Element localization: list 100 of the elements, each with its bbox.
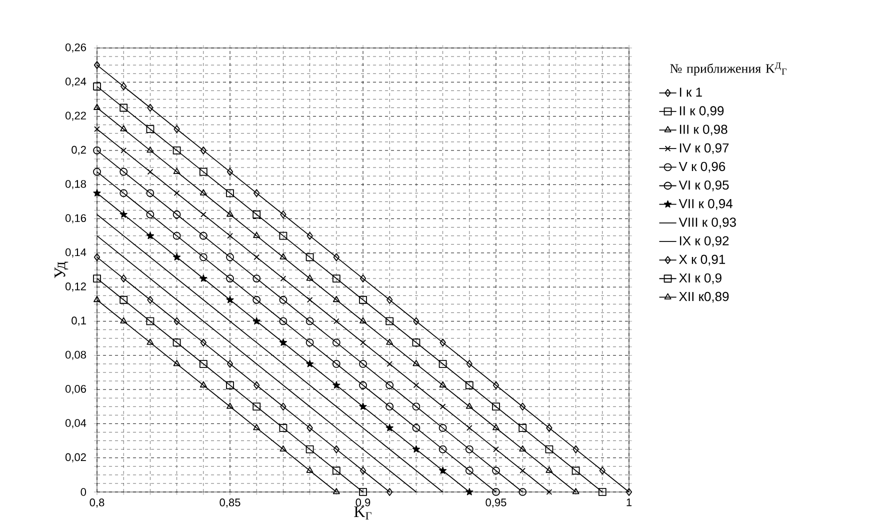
point (306, 360, 314, 368)
point (492, 424, 500, 430)
point (306, 232, 313, 240)
point (174, 317, 180, 326)
legend-label: I к 1 (680, 88, 702, 97)
point (172, 210, 181, 218)
point (412, 445, 420, 453)
y-tick-label: 0,02 (65, 453, 86, 462)
point (279, 338, 287, 346)
point (199, 360, 208, 368)
legend-label: VII к 0,94 (678, 199, 733, 210)
point (466, 402, 473, 409)
point (227, 232, 233, 239)
point (94, 61, 100, 70)
point (332, 488, 340, 494)
point (360, 340, 366, 346)
point (518, 424, 527, 432)
point (93, 146, 101, 154)
point (280, 276, 286, 282)
point (359, 360, 367, 368)
point (226, 210, 234, 217)
point (386, 488, 393, 496)
point (279, 296, 288, 304)
point (332, 360, 340, 368)
point (598, 488, 606, 496)
point (93, 274, 101, 282)
point (359, 402, 367, 410)
point (386, 424, 394, 432)
point (174, 190, 180, 196)
point (386, 402, 394, 411)
point (306, 424, 313, 432)
point (438, 445, 447, 454)
point (252, 296, 261, 304)
point (306, 445, 314, 454)
y-tick-label: 0,24 (65, 78, 86, 87)
point (199, 168, 208, 176)
point (492, 381, 500, 390)
point (440, 404, 446, 410)
point (360, 466, 366, 475)
point (572, 488, 580, 494)
point (466, 425, 472, 431)
point (226, 402, 234, 409)
point (280, 253, 287, 260)
point (199, 232, 208, 240)
point (120, 189, 128, 198)
point (93, 82, 101, 90)
point (254, 254, 260, 260)
point (492, 402, 500, 411)
y-tick-label: 0,14 (65, 248, 86, 258)
point (493, 446, 499, 452)
point (254, 381, 260, 390)
point (94, 104, 100, 110)
point (306, 338, 314, 347)
point (252, 274, 261, 282)
point (200, 338, 206, 347)
point (386, 381, 394, 390)
point (200, 274, 208, 282)
point (439, 466, 447, 474)
y-tick-label: 0,12 (65, 282, 86, 292)
point (626, 488, 632, 496)
legend-label: X к 0,91 (679, 254, 726, 266)
point (146, 317, 154, 326)
y-tick-label: 0,18 (65, 180, 86, 190)
point (173, 253, 181, 260)
point (173, 360, 180, 366)
x-tick-label: 0,9 (356, 498, 370, 508)
point (465, 445, 474, 454)
point (386, 296, 393, 304)
point (572, 445, 579, 454)
point (120, 296, 128, 304)
point (465, 381, 474, 390)
legend-label: XII к0,89 (679, 292, 729, 303)
point (412, 338, 420, 347)
point (200, 212, 206, 218)
point (333, 318, 340, 324)
point (360, 274, 366, 282)
point (120, 148, 127, 154)
point (93, 168, 101, 176)
point (412, 360, 420, 366)
point (226, 168, 234, 176)
y-axis-title: Уд (54, 262, 68, 278)
legend-label: IX к 0,92 (680, 236, 729, 247)
point (120, 82, 127, 90)
x-axis-title: K$_{Г}$ (354, 506, 372, 520)
point (332, 381, 340, 389)
point (253, 424, 260, 430)
y-tick-label: 0,1 (72, 316, 86, 326)
point (280, 402, 286, 411)
point (279, 317, 288, 326)
point (252, 402, 261, 411)
point (174, 125, 180, 134)
legend-label: II к 0,99 (680, 106, 724, 117)
point (146, 125, 154, 134)
point (440, 338, 446, 347)
point (253, 232, 260, 238)
point (94, 296, 100, 302)
point (466, 488, 474, 496)
point (412, 424, 420, 432)
point (120, 168, 128, 176)
point (386, 317, 394, 326)
